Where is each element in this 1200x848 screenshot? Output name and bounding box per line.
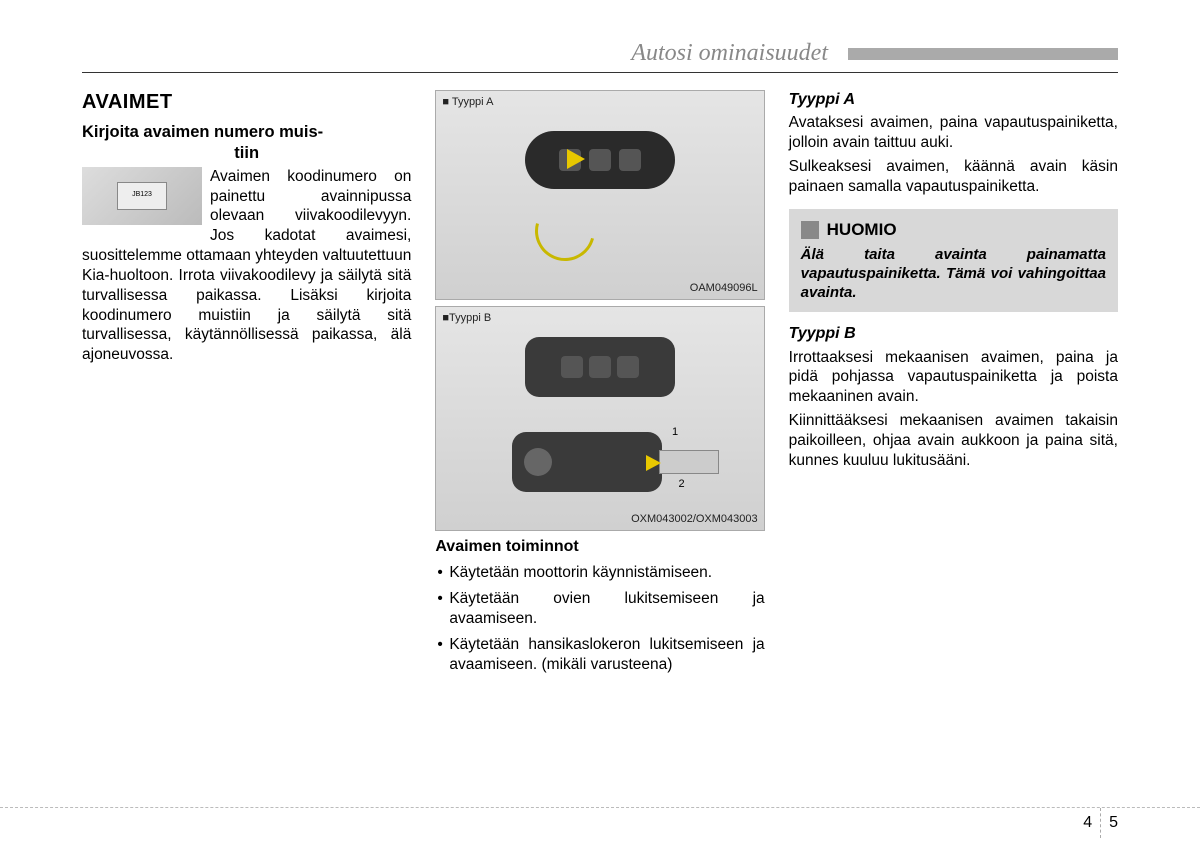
smart-key-top-illustration [525, 337, 675, 397]
list-item: Käytetään moottorin käynnistämiseen. [435, 563, 764, 583]
main-heading: AVAIMET [82, 90, 411, 116]
figure-b-label: ■Tyyppi B [442, 311, 491, 325]
caution-icon [801, 221, 819, 239]
key-button-icon [619, 149, 641, 171]
page-chapter: 4 [1083, 814, 1092, 832]
type-a-heading: Tyyppi A [789, 90, 1118, 110]
keytag-barcode: JB123 [117, 182, 167, 210]
caution-title: HUOMIO [827, 219, 897, 241]
fold-arrow-icon [524, 190, 606, 272]
page-number: 4 5 [1083, 808, 1118, 838]
type-b-p2: Kiinnittääksesi mekaanisen avaimen takai… [789, 411, 1118, 470]
key-functions-list: Käytetään moottorin käynnistämiseen. Käy… [435, 563, 764, 674]
column-1: AVAIMET Kirjoita avaimen numero muis-tii… [82, 90, 411, 681]
kia-logo-icon [524, 448, 552, 476]
key-functions-heading: Avaimen toiminnot [435, 537, 764, 557]
figure-type-b: ■Tyyppi B 1 2 OXM043002/OXM043003 [435, 306, 764, 531]
callout-1: 1 [672, 425, 678, 439]
list-item: Käytetään hansikaslokeron lukitsemiseen … [435, 635, 764, 675]
caution-title-row: HUOMIO [801, 219, 1106, 241]
key-button-icon [589, 356, 611, 378]
figure-a-label: ■ Tyyppi A [442, 95, 493, 109]
page-num-value: 5 [1109, 814, 1118, 832]
content-columns: AVAIMET Kirjoita avaimen numero muis-tii… [82, 90, 1118, 681]
type-a-p1: Avataksesi avaimen, paina vapautuspainik… [789, 113, 1118, 153]
header-rule [82, 72, 1118, 73]
list-item: Käytetään ovien lukitsemiseen ja avaamis… [435, 589, 764, 629]
extract-arrow-icon [646, 455, 661, 471]
column-3: Tyyppi A Avataksesi avaimen, paina vapau… [789, 90, 1118, 681]
key-button-icon [589, 149, 611, 171]
sub-heading-record-key: Kirjoita avaimen numero muis-tiin [82, 122, 411, 164]
callout-2: 2 [679, 477, 685, 491]
keytag-figure: JB123 [82, 167, 202, 225]
caution-text: Älä taita avainta painamatta vapautuspai… [801, 245, 1106, 303]
page-separator [1100, 808, 1101, 838]
page-header: Autosi ominaisuudet [631, 40, 1118, 67]
key-button-icon [617, 356, 639, 378]
key-button-icon [561, 356, 583, 378]
mechanical-key-illustration [659, 450, 719, 474]
smart-key-bottom-illustration [512, 432, 662, 492]
header-decorative-bar [848, 48, 1118, 60]
flip-key-illustration [525, 131, 675, 189]
chapter-title: Autosi ominaisuudet [631, 40, 840, 67]
column-2: ■ Tyyppi A OAM049096L ■Tyyppi B 1 [435, 90, 764, 681]
figure-b-code: OXM043002/OXM043003 [631, 512, 758, 526]
type-a-p2: Sulkeaksesi avaimen, käännä avain käsin … [789, 157, 1118, 197]
figure-a-code: OAM049096L [690, 281, 758, 295]
keytag-code: JB123 [132, 191, 152, 200]
type-b-p1: Irrottaaksesi mekaanisen avaimen, paina … [789, 348, 1118, 407]
footer-rule [0, 807, 1200, 808]
type-b-heading: Tyyppi B [789, 324, 1118, 344]
release-arrow-icon [567, 149, 585, 169]
caution-box: HUOMIO Älä taita avainta painamatta vapa… [789, 209, 1118, 312]
figure-type-a: ■ Tyyppi A OAM049096L [435, 90, 764, 300]
